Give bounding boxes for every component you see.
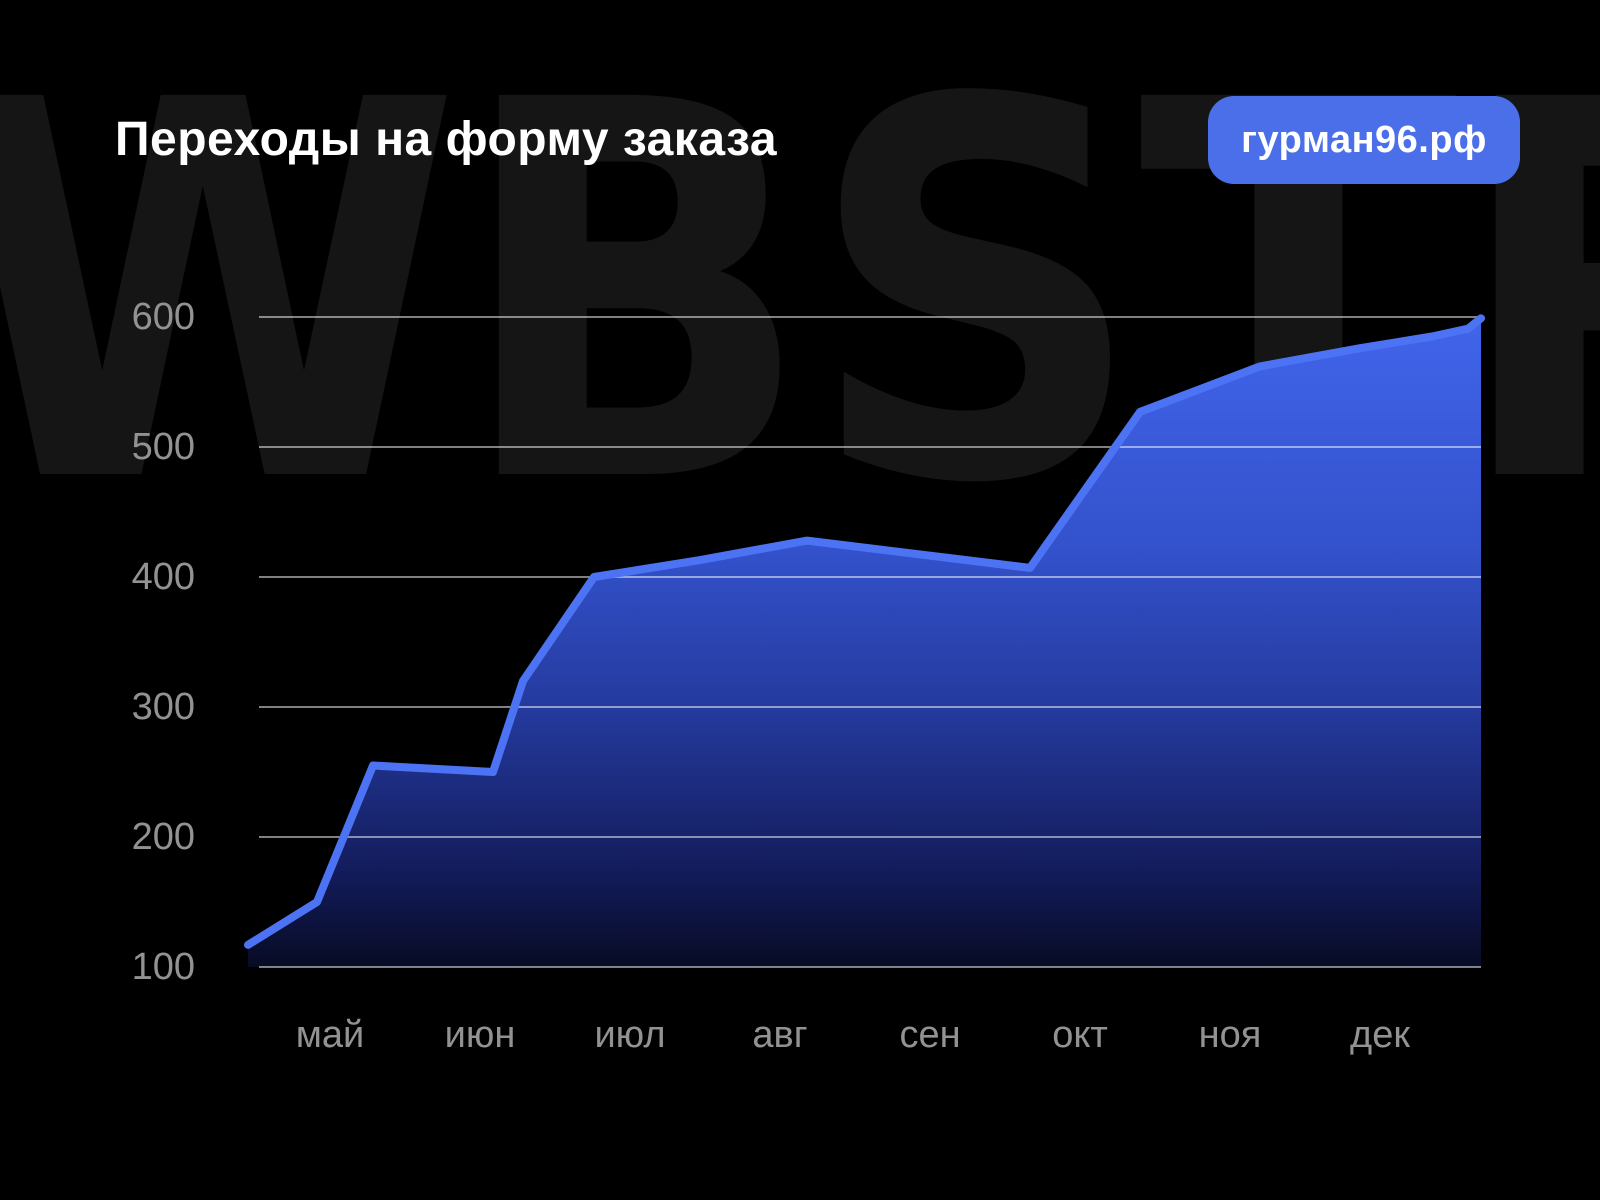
y-tick-label: 100 <box>131 946 195 988</box>
x-tick-label: сен <box>899 1014 961 1056</box>
x-tick-label: июн <box>444 1014 516 1056</box>
x-tick-label: окт <box>1052 1014 1108 1056</box>
y-tick-label: 400 <box>131 556 195 598</box>
page-title: Переходы на форму заказа <box>115 113 778 166</box>
y-tick-label: 300 <box>131 686 195 728</box>
y-tick-label: 600 <box>131 296 195 338</box>
y-tick-label: 200 <box>131 816 195 858</box>
x-tick-label: май <box>295 1014 365 1056</box>
x-tick-label: ноя <box>1198 1014 1262 1056</box>
x-tick-label: июл <box>594 1014 666 1056</box>
site-badge: гурман96.рф <box>1208 96 1520 184</box>
x-tick-label: авг <box>752 1014 808 1056</box>
y-tick-label: 500 <box>131 426 195 468</box>
site-badge-label: гурман96.рф <box>1241 118 1487 161</box>
x-tick-label: дек <box>1350 1014 1410 1056</box>
